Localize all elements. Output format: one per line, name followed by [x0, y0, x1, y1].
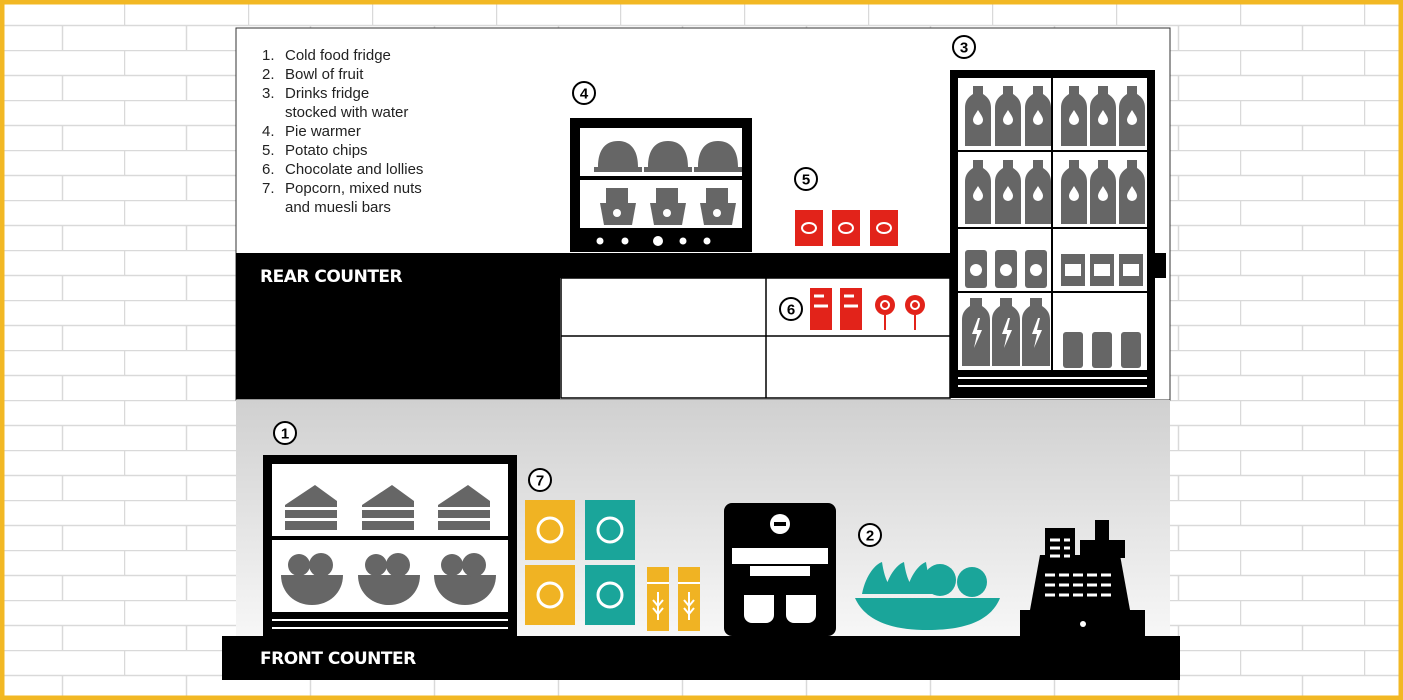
rear-counter-top: [560, 253, 970, 278]
snack-bag: [585, 565, 635, 625]
page: {"legend": [ {"number": "1.", "lines": […: [0, 0, 1403, 700]
marker-number: 6: [787, 302, 795, 319]
warmer-light: [622, 238, 629, 245]
can-logo: [1030, 264, 1042, 276]
box-dot: [713, 209, 721, 217]
can: [1092, 332, 1112, 368]
rear-counter-label: REAR COUNTER: [260, 267, 403, 287]
milk-label: [1065, 264, 1081, 276]
chocolate: [810, 288, 832, 330]
legend-text: Chocolate and lollies: [285, 161, 423, 178]
salad: [288, 554, 310, 576]
warmer-light: [680, 238, 687, 245]
marker-number: 2: [866, 528, 874, 545]
fries: [606, 188, 628, 203]
snack-bag: [585, 500, 635, 560]
legend-text: Cold food fridge: [285, 47, 391, 64]
fries: [706, 188, 728, 203]
milk-label: [1123, 264, 1139, 276]
coffee-machine: [724, 503, 836, 636]
salad: [462, 553, 486, 577]
snack-bag: [525, 500, 575, 560]
legend-number: 2.: [262, 66, 275, 83]
chip-bag: [870, 210, 898, 246]
lollipop: [875, 295, 895, 315]
legend-number: 7.: [262, 180, 275, 197]
box-dot: [613, 209, 621, 217]
chip-bag: [795, 210, 823, 246]
warmer-light: [597, 238, 604, 245]
legend-number: 6.: [262, 161, 275, 178]
chocolate: [840, 288, 862, 330]
warmer-light: [704, 238, 711, 245]
can-logo: [970, 264, 982, 276]
legend-number: 1.: [262, 47, 275, 64]
legend-text: Drinks fridge: [285, 85, 369, 102]
legend-text: Bowl of fruit: [285, 66, 364, 83]
marker-number: 4: [580, 86, 589, 103]
legend-text: and muesli bars: [285, 199, 391, 216]
can: [1121, 332, 1141, 368]
snack-bag: [525, 565, 575, 625]
legend-text: Pie warmer: [285, 123, 361, 140]
marker-number: 7: [536, 473, 544, 490]
lollipop: [905, 295, 925, 315]
legend-number: 5.: [262, 142, 275, 159]
salad: [441, 554, 463, 576]
chip-bag: [832, 210, 860, 246]
marker-number: 5: [802, 172, 810, 189]
marker-number: 3: [960, 40, 968, 57]
fries: [656, 188, 678, 203]
legend-number: 3.: [262, 85, 275, 102]
front-counter-label: FRONT COUNTER: [260, 649, 416, 669]
legend-text: Popcorn, mixed nuts: [285, 180, 422, 197]
warmer-light: [653, 236, 663, 246]
can-logo: [1000, 264, 1012, 276]
legend-number: 4.: [262, 123, 275, 140]
marker-number: 1: [281, 426, 289, 443]
canteen-diagram: REAR COUNTER FRONT COUNTER 1.Cold: [0, 0, 1403, 700]
legend-text: Potato chips: [285, 142, 368, 159]
legend-text: stocked with water: [285, 104, 408, 121]
salad: [386, 553, 410, 577]
can: [1063, 332, 1083, 368]
milk-label: [1094, 264, 1110, 276]
salad: [365, 554, 387, 576]
salad: [309, 553, 333, 577]
box-dot: [663, 209, 671, 217]
